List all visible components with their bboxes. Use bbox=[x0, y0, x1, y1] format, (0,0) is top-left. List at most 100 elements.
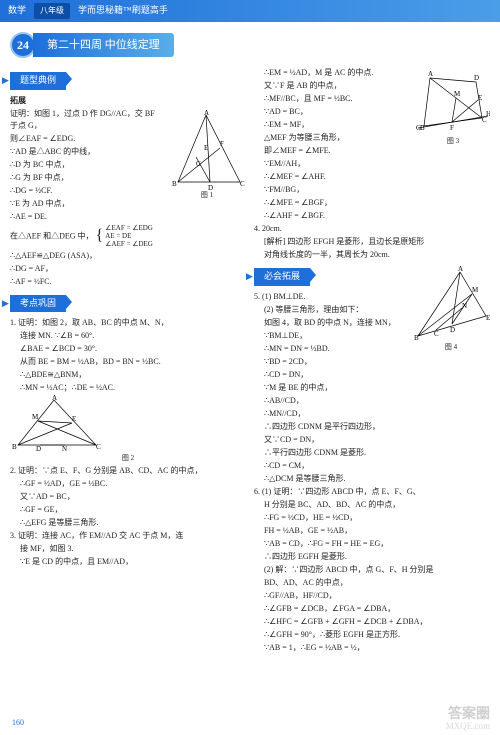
proof-line: 即∠MEF = ∠MFE. bbox=[254, 145, 490, 157]
svg-text:B: B bbox=[172, 180, 177, 188]
figure-2: A B C D N M E 图 2 bbox=[10, 395, 246, 464]
fig4-label: 图 4 bbox=[412, 342, 490, 353]
problem-line: ∴GF//AB，HF//CD， bbox=[254, 590, 490, 602]
problem-line: 4. 20cm. bbox=[254, 223, 490, 235]
problem-line: ∴四边形 EGFH 是菱形. bbox=[254, 551, 490, 563]
figure-4: B A E D C M N 图 4 bbox=[412, 264, 490, 353]
svg-text:C: C bbox=[434, 330, 439, 338]
proof-line: ∵FM//BG， bbox=[254, 184, 490, 196]
svg-text:D: D bbox=[208, 184, 213, 190]
fig1-label: 图 1 bbox=[168, 190, 246, 201]
problem-line: 连接 MN. ∵∠B = 60°. bbox=[10, 330, 246, 342]
svg-text:N: N bbox=[62, 445, 67, 453]
problem-line: ∴GF = ½AD，GE = ½BC. bbox=[10, 478, 246, 490]
problem-line: 3. 证明：连接 AC，作 EM//AD 交 AC 于点 M，连 bbox=[10, 530, 246, 542]
proof-line: ∴△AEF≌△DEG (ASA)， bbox=[10, 250, 246, 262]
svg-text:E: E bbox=[478, 94, 482, 102]
problem-line: ∴CD = DN， bbox=[254, 369, 490, 381]
proof-line: ∴∠MFE = ∠BGF， bbox=[254, 197, 490, 209]
page-number: 160 bbox=[12, 717, 24, 729]
figure-1: A B C D E F G 图 1 bbox=[168, 110, 246, 201]
proof-line: ∵EM//AH， bbox=[254, 158, 490, 170]
svg-text:M: M bbox=[454, 90, 461, 98]
problem-line: ∴GF = GE， bbox=[10, 504, 246, 516]
problem-line: 2. 证明：∵点 E、F、G 分别是 AB、CD、AC 的中点， bbox=[10, 465, 246, 477]
problem-line: 对角线长度的一半，其周长为 20cm. bbox=[254, 249, 490, 261]
proof-line: 在△AEF 和△DEG 中， { ∠EAF = ∠EDG AE = DE ∠AE… bbox=[10, 224, 246, 249]
svg-text:N: N bbox=[462, 302, 467, 310]
svg-text:F: F bbox=[450, 124, 454, 132]
problem-line: ∴∠GFB = ∠DCB，∠FGA = ∠DBA， bbox=[254, 603, 490, 615]
svg-text:A: A bbox=[428, 70, 433, 78]
problem-line: ∵AB = 1，∴EG = ½AB = ½， bbox=[254, 642, 490, 654]
svg-text:C: C bbox=[240, 180, 245, 188]
proof-line: ∴AF = ½FC. bbox=[10, 276, 246, 288]
problem-line: ∴MN = ½AC；∴DE = ½AC. bbox=[10, 382, 246, 394]
right-column: D A C B E M F G H 图 3 ∴EM = ½AD，M 是 AC 的… bbox=[254, 66, 490, 655]
section-examples: 题型典例 bbox=[10, 72, 66, 90]
proof-line: ∴DG = AF， bbox=[10, 263, 246, 275]
figure-3: D A C B E M F G H 图 3 bbox=[416, 68, 490, 147]
problem-line: [解析] 四边形 EFGH 是菱形，且边长是原矩形 bbox=[254, 236, 490, 248]
problem-line: H 分别是 BC、AD、BD、AC 的中点， bbox=[254, 499, 490, 511]
proof-line: ∴AE = DE. bbox=[10, 211, 246, 223]
section-practice: 考点巩固 bbox=[10, 295, 66, 313]
problem-line: 又∵AD = BC， bbox=[10, 491, 246, 503]
problem-line: ∴△EFG 是等腰三角形. bbox=[10, 517, 246, 529]
problem-line: ∵AB = CD，∴FG = FH = HE = EG， bbox=[254, 538, 490, 550]
problem-line: 1. 证明：如图 2，取 AB、BC 的中点 M、N， bbox=[10, 317, 246, 329]
problem-line: ∴MN//CD， bbox=[254, 408, 490, 420]
fig2-label: 图 2 bbox=[10, 453, 246, 464]
section-extension: 必会拓展 bbox=[254, 268, 310, 286]
problem-line: ∵M 是 BE 的中点， bbox=[254, 382, 490, 394]
proof-line: ∴∠MEF = ∠AHF. bbox=[254, 171, 490, 183]
problem-line: ∴平行四边形 CDNM 是菱形. bbox=[254, 447, 490, 459]
svg-text:G: G bbox=[196, 160, 201, 168]
problem-line: BD、AD、AC 的中点， bbox=[254, 577, 490, 589]
problem-line: ∠BAE = ∠BCD = 30°. bbox=[10, 343, 246, 355]
sub-heading: 拓展 bbox=[10, 95, 246, 107]
problem-line: FH = ½AB，GE = ½AB， bbox=[254, 525, 490, 537]
chapter-title: 第二十四周 中位线定理 bbox=[33, 33, 174, 58]
grade-label: 八年级 bbox=[34, 3, 70, 19]
left-column: 题型典例 拓展 A B C D E F G 图 1 证明：如图 1，过点 D 作… bbox=[10, 66, 246, 655]
svg-text:D: D bbox=[474, 74, 479, 82]
svg-text:H: H bbox=[486, 110, 490, 118]
problem-line: ∴△DCM 是等腰三角形. bbox=[254, 473, 490, 485]
problem-line: ∴∠GFH = 90°，∴菱形 EGFH 是正方形. bbox=[254, 629, 490, 641]
svg-text:D: D bbox=[36, 445, 41, 453]
problem-line: ∴四边形 CDNM 是平行四边形， bbox=[254, 421, 490, 433]
problem-line: ∴CD = CM， bbox=[254, 460, 490, 472]
problem-line: 接 MF，如图 3. bbox=[10, 543, 246, 555]
svg-text:B: B bbox=[414, 334, 419, 342]
proof-line: ∴∠AHF = ∠BGF. bbox=[254, 210, 490, 222]
chapter-header: 24 第二十四周 中位线定理 bbox=[10, 32, 490, 58]
problem-line: (2) 解：∵四边形 ABCD 中，点 G、F、H 分别是 bbox=[254, 564, 490, 576]
subject-label: 数学 bbox=[8, 4, 26, 18]
svg-text:M: M bbox=[32, 413, 39, 421]
fig3-label: 图 3 bbox=[416, 136, 490, 147]
svg-text:A: A bbox=[52, 395, 57, 402]
problem-line: ∴△BDE≅△BNM， bbox=[10, 369, 246, 381]
svg-text:M: M bbox=[472, 286, 479, 294]
svg-text:A: A bbox=[204, 110, 209, 117]
problem-line: ∴FG = ½CD，HE = ½CD， bbox=[254, 512, 490, 524]
svg-text:G: G bbox=[416, 124, 421, 132]
problem-line: ∵E 是 CD 的中点，且 EM//AD， bbox=[10, 556, 246, 568]
svg-text:E: E bbox=[486, 314, 490, 322]
svg-text:F: F bbox=[220, 140, 224, 148]
watermark-url: MXQE.com bbox=[446, 720, 490, 734]
svg-text:D: D bbox=[450, 326, 455, 334]
series-label: 学而思秘籍™刷题高手 bbox=[78, 4, 168, 18]
problem-line: 6. (1) 证明：∵四边形 ABCD 中，点 E、F、G、 bbox=[254, 486, 490, 498]
problem-line: 从而 BE = BM = ½AB，BD = BN = ½BC. bbox=[10, 356, 246, 368]
svg-text:C: C bbox=[96, 443, 101, 451]
problem-line: ∴AB//CD， bbox=[254, 395, 490, 407]
svg-text:A: A bbox=[458, 265, 463, 273]
svg-text:E: E bbox=[72, 415, 76, 423]
problem-line: ∴∠HFC = ∠GFB + ∠GFH = ∠DCB + ∠DBA， bbox=[254, 616, 490, 628]
problem-line: 又∵CD = DN， bbox=[254, 434, 490, 446]
svg-text:B: B bbox=[12, 443, 17, 451]
problem-line: ∵BD = 2CD， bbox=[254, 356, 490, 368]
svg-text:E: E bbox=[204, 144, 208, 152]
